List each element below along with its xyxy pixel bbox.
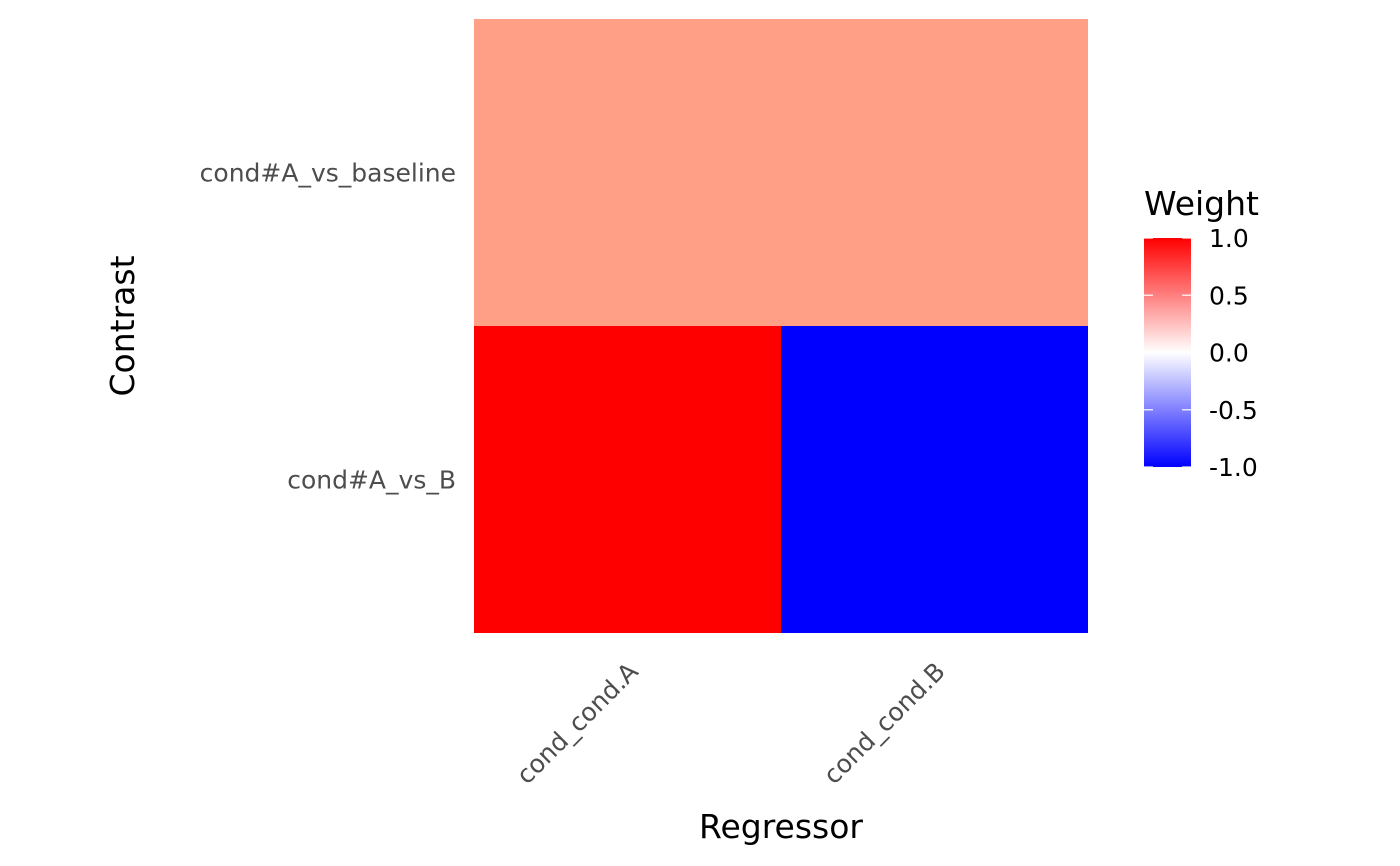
- legend-tick-label: 0.0: [1209, 339, 1249, 368]
- legend: Weight 1.0 0.5 0.0 -0.5 -1.0: [1144, 184, 1259, 482]
- y-tick-label: cond#A_vs_B: [287, 466, 456, 495]
- x-axis-title: Regressor: [699, 807, 863, 846]
- heatmap-cell: [474, 19, 1088, 326]
- legend-title: Weight: [1144, 184, 1259, 223]
- legend-ticks: 1.0 0.5 0.0 -0.5 -1.0: [1144, 224, 1258, 482]
- x-tick-label: cond_cond.B: [818, 657, 951, 790]
- x-axis-ticks: cond_cond.A cond_cond.B: [511, 657, 951, 790]
- heatmap-cell: [474, 326, 781, 633]
- y-axis-title: Contrast: [103, 255, 142, 396]
- heatmap-cell: [781, 326, 1088, 633]
- heatmap-cells: [474, 19, 1088, 633]
- y-tick-label: cond#A_vs_baseline: [200, 159, 456, 188]
- legend-tick-label: 0.5: [1209, 281, 1249, 310]
- legend-tick-label: 1.0: [1209, 224, 1249, 253]
- legend-tick-label: -1.0: [1209, 453, 1258, 482]
- y-axis-ticks: cond#A_vs_baseline cond#A_vs_B: [200, 159, 456, 495]
- x-tick-label: cond_cond.A: [511, 657, 644, 790]
- legend-tick-label: -0.5: [1209, 396, 1258, 425]
